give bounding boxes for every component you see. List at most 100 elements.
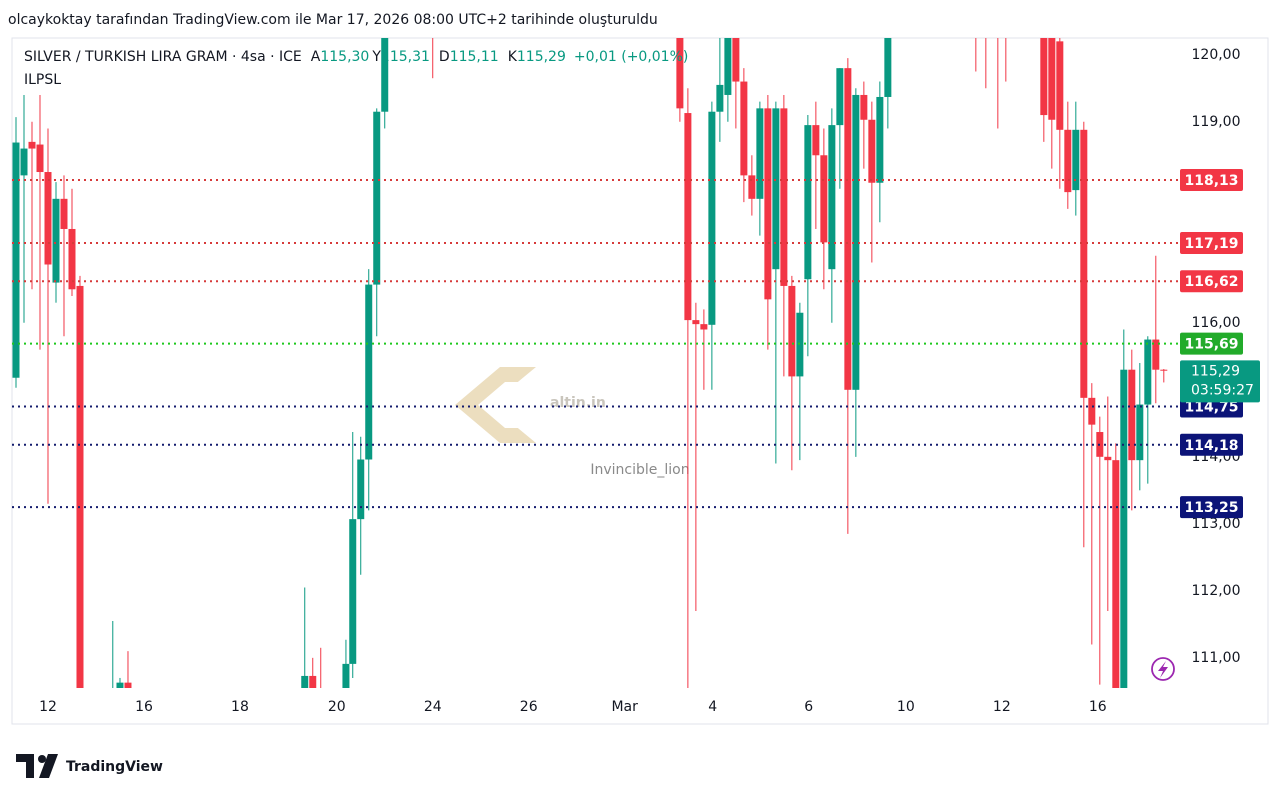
candle — [708, 101, 716, 390]
chart-frame — [11, 37, 1269, 725]
candle — [804, 115, 812, 357]
candle-body — [716, 84, 724, 112]
candle-body — [796, 312, 804, 377]
flash-icon[interactable] — [1151, 657, 1175, 681]
ohlc-change: +0,01 (+0,01%) — [574, 49, 688, 65]
last-price-label: 115,29 — [1191, 363, 1240, 379]
candle-body — [820, 155, 828, 243]
candle-body — [342, 663, 350, 688]
x-tick-label: 16 — [1089, 699, 1107, 715]
y-tick-label: 111,00 — [1192, 650, 1241, 666]
candle-body — [700, 324, 708, 330]
candle-body — [1002, 15, 1009, 28]
candle-body — [860, 94, 868, 120]
candle — [724, 38, 732, 122]
y-tick-label: 112,00 — [1192, 583, 1241, 599]
x-tick-label: 12 — [993, 699, 1011, 715]
footer-logo: TradingView — [66, 759, 163, 775]
candle — [1002, 15, 1009, 82]
x-tick-label: 18 — [231, 699, 249, 715]
candle — [373, 108, 381, 337]
candle-body — [1160, 369, 1168, 371]
candle — [76, 275, 84, 688]
candle-body — [868, 119, 876, 183]
price-tag — [1180, 496, 1243, 519]
candle — [982, 8, 989, 89]
candle — [1088, 383, 1096, 645]
candle — [836, 68, 844, 189]
candle-body — [1144, 339, 1152, 405]
candle — [1112, 443, 1120, 688]
candle — [116, 677, 124, 688]
candle — [349, 432, 357, 678]
candle — [60, 175, 68, 337]
candle-body — [124, 682, 132, 688]
ohlc-value: 115,11 — [450, 49, 499, 65]
candle-body — [116, 682, 124, 688]
price-tag — [1180, 270, 1243, 293]
candle — [1096, 416, 1104, 685]
candle — [20, 94, 28, 323]
candle-body — [68, 228, 76, 290]
candle — [772, 101, 780, 464]
candle-body — [60, 198, 68, 229]
candle — [788, 275, 796, 471]
candle-body — [876, 96, 884, 183]
candle — [868, 101, 876, 263]
price-tag — [1180, 332, 1243, 355]
candle-body — [12, 142, 20, 378]
candle — [68, 188, 76, 296]
candle — [109, 620, 116, 704]
candle-body — [852, 94, 860, 390]
symbol: SILVER / TURKISH LIRA GRAM · 4sa · ICE — [24, 49, 302, 65]
x-tick-label: 26 — [520, 699, 538, 715]
ohlc-value: 115,30 — [320, 49, 369, 65]
candle-body — [982, 8, 989, 15]
candle-body — [1072, 129, 1080, 191]
price-tag-label: 114,75 — [1184, 400, 1238, 416]
price-tag-label: 113,25 — [1184, 500, 1238, 516]
candle-body — [20, 148, 28, 176]
candle — [432, 38, 434, 79]
candle — [365, 269, 373, 511]
candle-body — [676, 38, 684, 109]
ohlc-key: D — [439, 49, 450, 65]
ohlc-value: 115,31 — [381, 49, 430, 65]
candle — [812, 101, 820, 229]
candle — [884, 38, 892, 129]
candle — [1064, 101, 1072, 209]
candle-body — [76, 285, 84, 688]
candle-body — [1088, 397, 1096, 425]
candle-body — [109, 691, 116, 704]
candle-body — [36, 144, 44, 173]
candle — [36, 94, 44, 350]
candle — [828, 108, 836, 323]
candle-body — [1112, 460, 1120, 688]
watermark-brand: altin.in — [550, 395, 606, 411]
candle-body — [365, 284, 373, 460]
x-tick-label: 12 — [39, 699, 57, 715]
candle-body — [309, 675, 317, 688]
candle-body — [1104, 456, 1112, 461]
candle — [844, 58, 852, 534]
candle-body — [357, 459, 365, 520]
candle — [357, 436, 365, 575]
ohlc-key: K — [508, 49, 518, 65]
candle — [124, 651, 132, 688]
candle-body — [44, 172, 52, 265]
candle-body — [1040, 38, 1048, 116]
candle — [1104, 396, 1112, 611]
price-tag-label: 116,62 — [1184, 274, 1238, 290]
candle — [381, 38, 389, 129]
candle — [997, 38, 999, 129]
x-tick-label: 16 — [135, 699, 153, 715]
candle — [28, 121, 36, 290]
candle — [692, 302, 700, 611]
candle-body — [301, 675, 309, 688]
candle — [676, 38, 684, 122]
candle — [684, 88, 692, 688]
candle — [1128, 349, 1136, 511]
candle-body — [804, 125, 812, 280]
candle — [309, 657, 317, 688]
candle — [1136, 363, 1144, 491]
